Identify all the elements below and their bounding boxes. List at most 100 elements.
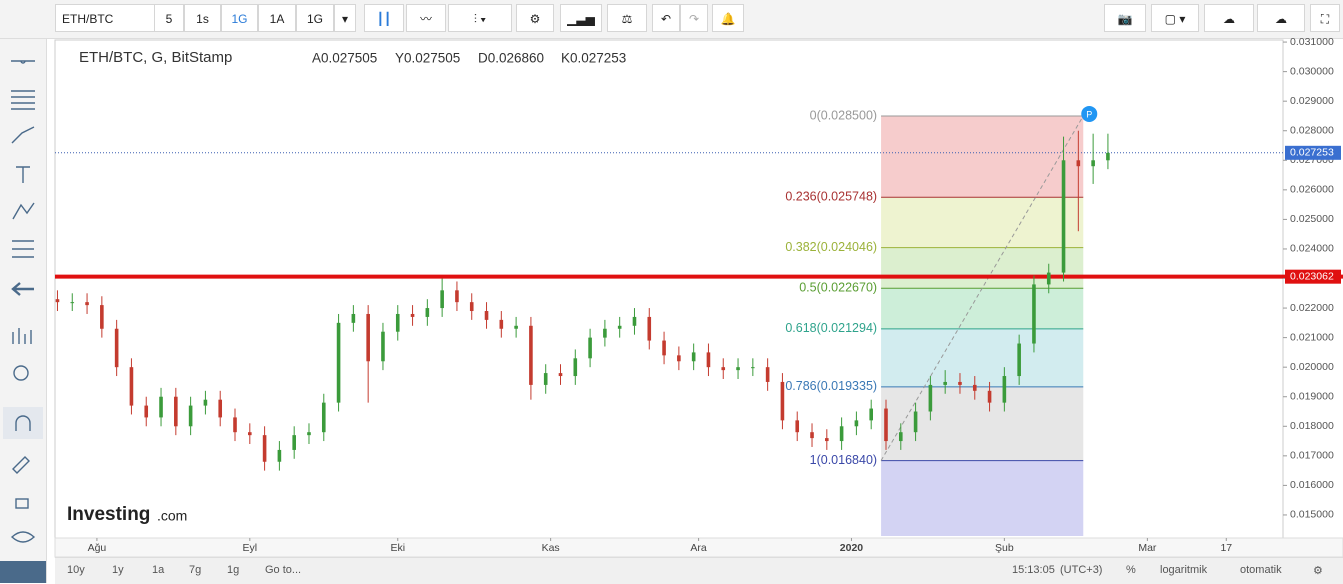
y-tick-label: 0.031000 <box>1290 36 1334 48</box>
settings[interactable]: ⚙ <box>516 4 554 32</box>
interval-button[interactable]: 1G <box>296 4 334 32</box>
dropdown[interactable]: ▾ <box>334 4 356 32</box>
price-tag <box>1285 145 1341 160</box>
x-tick-label: Eyl <box>243 542 258 554</box>
candle-body <box>706 352 711 368</box>
undo[interactable]: ↶ <box>652 4 680 32</box>
fib-band <box>881 247 1084 289</box>
y-tick-label: 0.018000 <box>1290 420 1334 432</box>
fib-label: 0.236(0.025748) <box>785 190 877 204</box>
x-tick-label: Şub <box>995 542 1014 554</box>
candle-body <box>958 381 962 385</box>
candle-body <box>810 432 814 439</box>
candle-body <box>943 381 947 385</box>
log-toggle[interactable]: logaritmik <box>1160 564 1208 576</box>
candle-body <box>174 396 178 427</box>
candle-body <box>1046 272 1051 285</box>
y-tick-label: 0.028000 <box>1290 125 1334 137</box>
alert[interactable]: 🔔 <box>712 4 744 32</box>
candle-body <box>987 390 992 403</box>
ohlc-low: D0.026860 <box>478 51 544 66</box>
price-tag-label: 0.027253 <box>1290 147 1334 159</box>
fib-band <box>881 328 1084 387</box>
interval-button[interactable]: 1G <box>221 4 258 32</box>
fib-label: 0(0.028500) <box>810 108 877 122</box>
lines-tool[interactable] <box>11 90 35 110</box>
interval-button[interactable]: 1A <box>258 4 296 32</box>
x-tick-label: Kas <box>542 542 560 554</box>
snapshot[interactable]: 📷 <box>1104 4 1146 32</box>
y-tick-label: 0.017000 <box>1290 450 1334 462</box>
back[interactable] <box>11 282 34 296</box>
text-tool[interactable] <box>16 166 30 183</box>
candle-body <box>381 331 385 362</box>
range-button[interactable]: 1y <box>112 564 124 576</box>
eye[interactable] <box>10 531 36 543</box>
y-tick-label: 0.029000 <box>1290 95 1334 107</box>
brush[interactable] <box>11 126 35 144</box>
measure[interactable] <box>12 328 32 344</box>
candle-body <box>425 308 430 317</box>
pattern[interactable] <box>12 202 35 220</box>
goto[interactable]: Go to... <box>265 564 302 576</box>
candle-body <box>751 367 755 369</box>
plot-frame <box>54 39 1284 539</box>
candle-type[interactable]: ┃┃ <box>364 4 404 32</box>
y-tick-label: 0.025000 <box>1290 213 1334 225</box>
percent-toggle[interactable]: % <box>1126 564 1136 576</box>
candle-body <box>159 396 163 418</box>
candle-body <box>292 435 296 450</box>
x-tick-label: Ara <box>690 542 707 554</box>
candle-body <box>144 405 149 418</box>
x-tick-label: Eki <box>390 542 405 554</box>
line-type[interactable]: 〰 <box>406 4 446 32</box>
candle-body <box>248 432 252 436</box>
symbol-input[interactable]: ETH/BTC <box>55 4 155 32</box>
load-cloud[interactable]: ☁ <box>1204 4 1254 32</box>
candle-body <box>1076 160 1081 167</box>
collapse[interactable] <box>0 561 46 583</box>
range-button[interactable]: 1a <box>152 564 165 576</box>
magnet[interactable] <box>15 415 31 431</box>
interval-button[interactable]: 1s <box>184 4 221 32</box>
studies[interactable]: ▁▃▅ <box>560 4 602 32</box>
color-picker[interactable]: ▢ ▾ <box>1151 4 1199 32</box>
compare[interactable]: ⚖ <box>607 4 647 32</box>
candle-body <box>573 358 578 377</box>
range-button[interactable]: 7g <box>189 564 202 576</box>
candle-body <box>677 355 681 362</box>
top-toolbar: ETH/BTC 5 1s 1G 1A 1G ▾ ┃┃ 〰 ⫶ ▾ ⚙ ▁▃▅ ⚖… <box>0 0 1343 39</box>
save-cloud[interactable]: ☁ <box>1257 4 1305 32</box>
fullscreen[interactable]: ⛶ <box>1310 4 1340 32</box>
candle-body <box>277 449 282 462</box>
zoom[interactable] <box>13 365 29 381</box>
lock-draw[interactable] <box>12 456 30 474</box>
legend-title: ETH/BTC, G, BitStamp <box>79 49 232 66</box>
tool-icons <box>3 60 43 543</box>
range-button[interactable]: 10y <box>67 564 85 576</box>
range-button[interactable]: 1g <box>227 564 240 576</box>
interval-button[interactable]: 5 <box>154 4 184 32</box>
candle-body <box>1002 376 1007 403</box>
trend-line[interactable] <box>11 60 35 64</box>
candle-body <box>514 325 518 329</box>
fib-band <box>881 460 1084 536</box>
candle-body <box>129 367 134 406</box>
lock[interactable] <box>15 498 29 509</box>
redo[interactable]: ↷ <box>680 4 708 32</box>
y-tick-label: 0.016000 <box>1290 479 1334 491</box>
candle-body <box>972 384 977 391</box>
candle-body <box>188 405 193 427</box>
auto-toggle[interactable]: otomatik <box>1240 564 1282 576</box>
candle-body <box>647 316 652 341</box>
candle-body <box>469 302 474 312</box>
candle-body <box>736 367 740 371</box>
settings[interactable]: ⚙ <box>1313 565 1323 577</box>
indicators[interactable]: ⫶ ▾ <box>448 4 512 32</box>
candle-body <box>632 316 637 326</box>
fib-trend <box>880 115 1084 461</box>
fib-band <box>881 197 1084 248</box>
ohlc-high: Y0.027505 <box>395 51 460 66</box>
fib-tool[interactable] <box>12 240 34 258</box>
